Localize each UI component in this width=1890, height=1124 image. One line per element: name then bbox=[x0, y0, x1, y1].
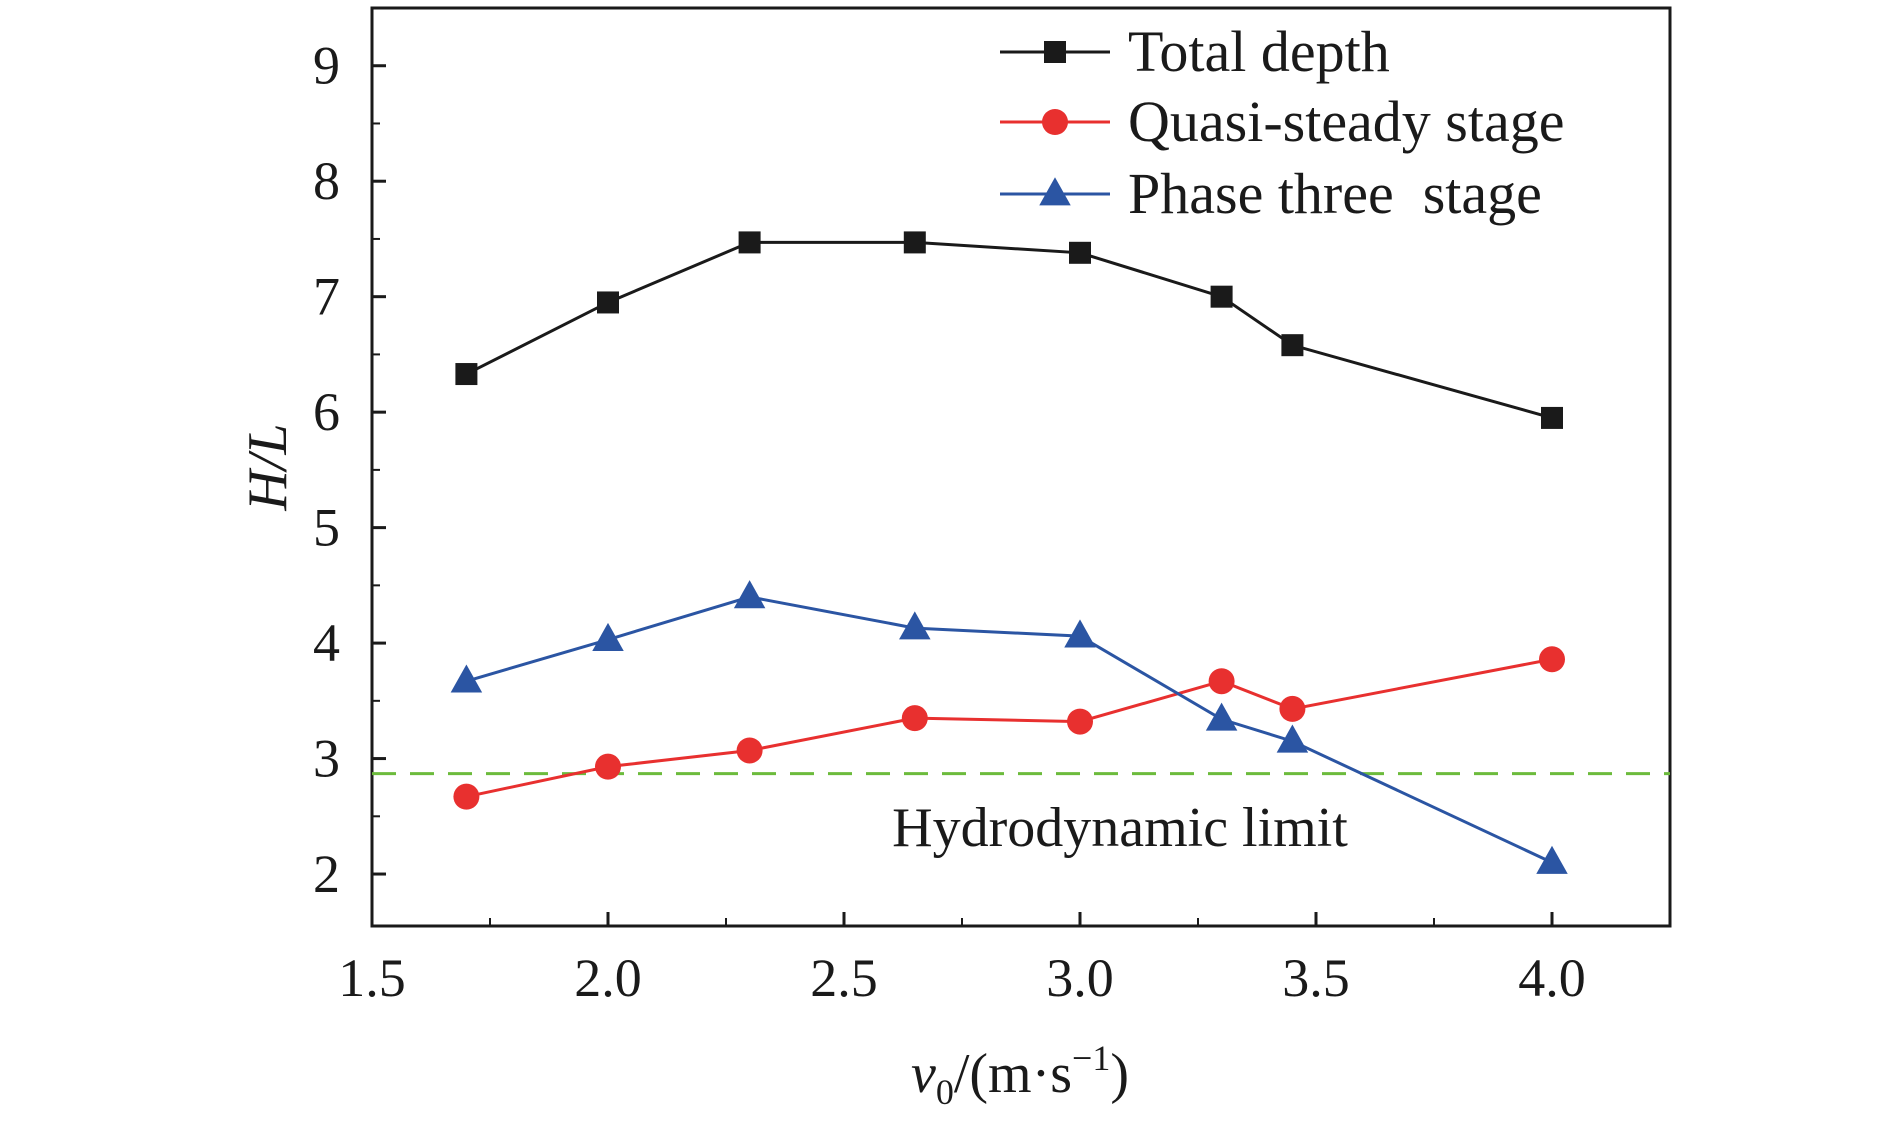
series-2 bbox=[453, 646, 1565, 810]
data-point bbox=[597, 291, 619, 314]
data-point bbox=[903, 231, 926, 254]
x-axis-title-sub: 0 bbox=[936, 1072, 954, 1112]
data-point bbox=[901, 705, 928, 732]
data-point bbox=[738, 231, 761, 254]
data-point bbox=[1541, 406, 1563, 429]
y-tick-label: 5 bbox=[313, 498, 340, 558]
x-axis-title: v0/(m·s−1) bbox=[911, 1038, 1129, 1112]
y-tick-label: 2 bbox=[313, 844, 340, 904]
y-tick-label: 3 bbox=[313, 729, 340, 789]
y-tick-label: 4 bbox=[313, 613, 340, 673]
x-axis-title-var: v bbox=[911, 1043, 936, 1105]
y-tick-label: 6 bbox=[313, 382, 340, 442]
data-point bbox=[1276, 724, 1309, 753]
data-point bbox=[1536, 845, 1568, 874]
data-point bbox=[1210, 285, 1233, 308]
plot-frame bbox=[370, 6, 1672, 928]
data-point bbox=[1064, 619, 1096, 648]
y-axis-title: H/L bbox=[237, 423, 299, 511]
x-tick-label: 2.0 bbox=[574, 948, 642, 1008]
data-point bbox=[1069, 241, 1091, 264]
data-point bbox=[1279, 695, 1306, 722]
data-point bbox=[733, 580, 766, 609]
x-axis-title-unit: /(m·s bbox=[954, 1043, 1072, 1105]
x-axis-title-close: ) bbox=[1110, 1043, 1129, 1105]
data-point bbox=[1539, 646, 1565, 673]
legend-label: Quasi-steady stage bbox=[1128, 89, 1564, 154]
data-point bbox=[453, 783, 480, 810]
data-point bbox=[592, 622, 624, 651]
data-point bbox=[450, 664, 483, 693]
data-point bbox=[1067, 708, 1093, 735]
y-tick-label: 7 bbox=[313, 267, 340, 327]
series-layer bbox=[450, 231, 1568, 874]
x-tick-label: 4.0 bbox=[1518, 948, 1586, 1008]
y-tick-label: 9 bbox=[313, 36, 340, 96]
series-3 bbox=[450, 580, 1568, 874]
legend-item: Phase three stage bbox=[1000, 161, 1542, 226]
legend-item: Total depth bbox=[1000, 19, 1390, 84]
legend-label: Phase three stage bbox=[1128, 161, 1542, 226]
hydrodynamic-limit-label: Hydrodynamic limit bbox=[892, 797, 1348, 859]
data-point bbox=[1208, 668, 1235, 695]
legend-marker bbox=[1042, 109, 1068, 135]
legend-marker bbox=[1044, 41, 1066, 63]
x-tick-label: 2.5 bbox=[810, 948, 878, 1008]
data-point bbox=[455, 363, 478, 386]
x-tick-label: 3.0 bbox=[1046, 948, 1114, 1008]
legend-marker bbox=[1039, 177, 1071, 206]
data-point bbox=[595, 753, 621, 780]
series-line bbox=[465, 240, 1553, 420]
x-axis-title-sup: −1 bbox=[1072, 1038, 1110, 1078]
x-tick-label: 1.5 bbox=[338, 948, 406, 1008]
data-point bbox=[1205, 702, 1238, 731]
data-point bbox=[899, 611, 931, 640]
x-tick-label: 3.5 bbox=[1282, 948, 1350, 1008]
y-axis: 2 3 4 5 6 7 8 9 bbox=[313, 36, 386, 904]
legend-label: Total depth bbox=[1128, 19, 1390, 84]
data-point bbox=[736, 737, 763, 764]
series-line bbox=[465, 595, 1553, 864]
legend-item: Quasi-steady stage bbox=[1000, 89, 1564, 154]
y-tick-label: 8 bbox=[313, 151, 340, 211]
data-point bbox=[1281, 334, 1304, 357]
series-1 bbox=[455, 231, 1563, 429]
x-axis: 1.5 2.0 2.5 3.0 3.5 4.0 bbox=[338, 912, 1586, 1008]
